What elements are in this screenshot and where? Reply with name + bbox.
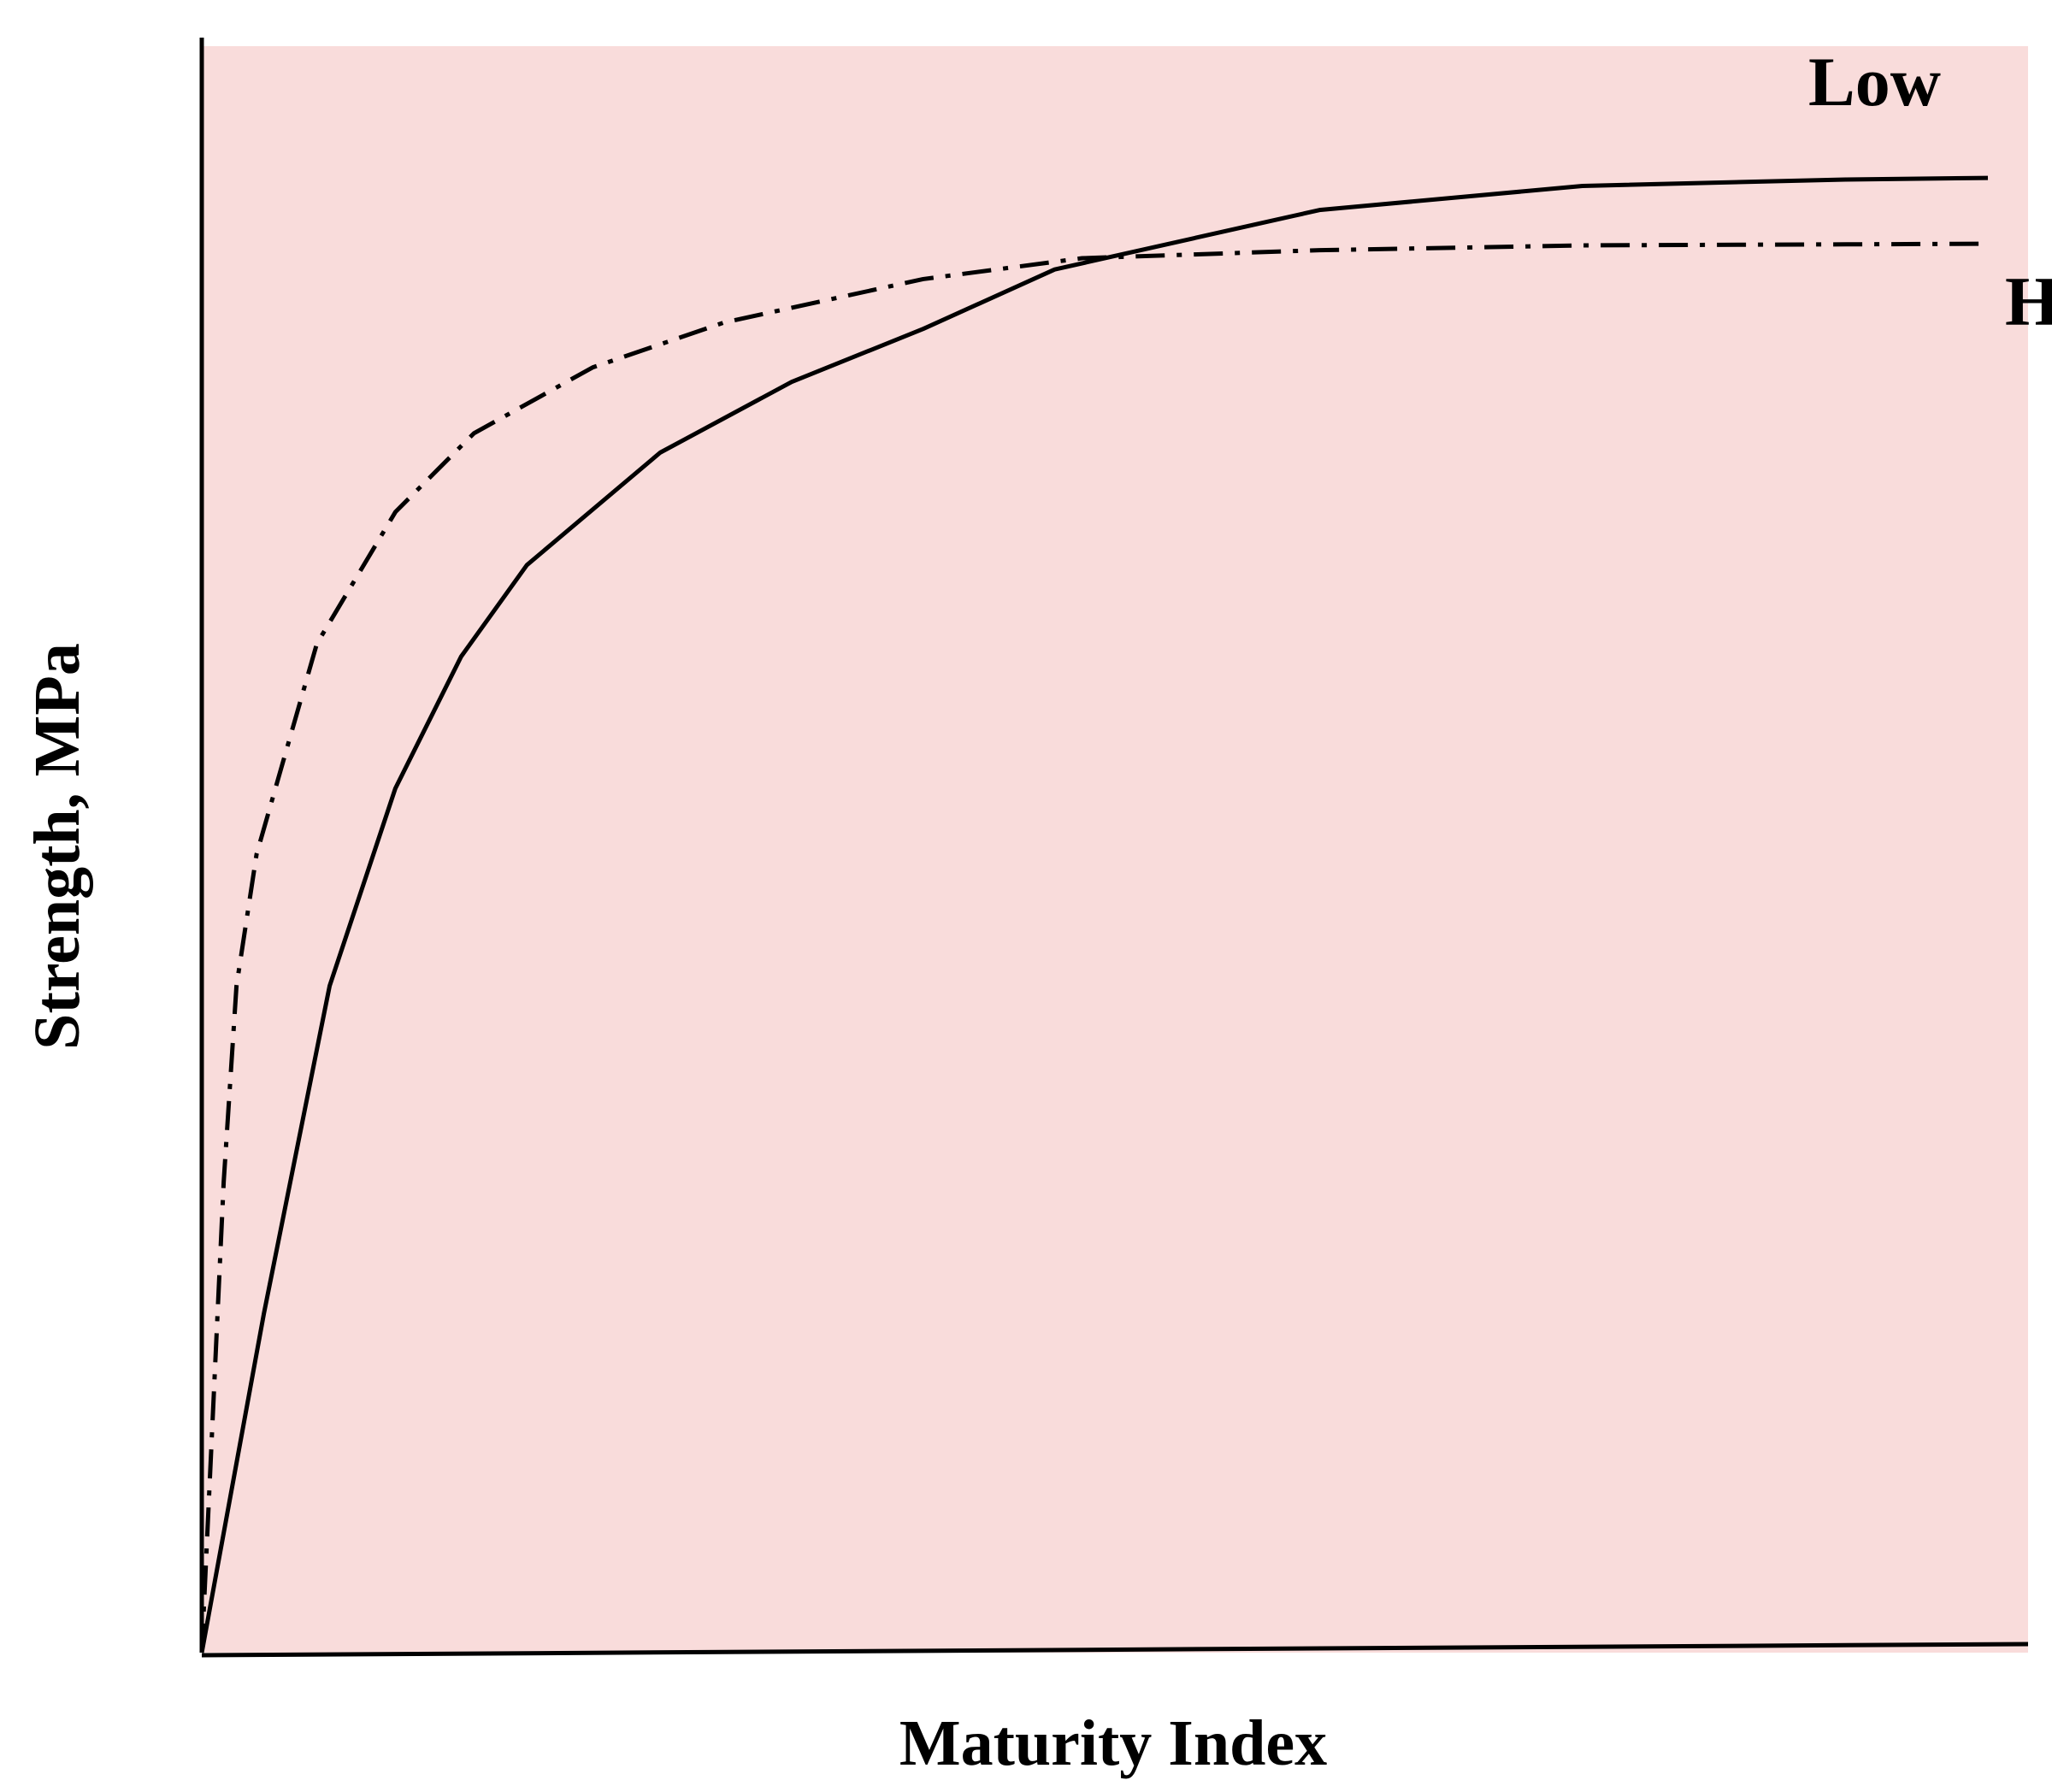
x-axis: [201, 1642, 2029, 1658]
x-axis-title: Maturity Index: [899, 1707, 1327, 1779]
series-label: High: [2005, 262, 2052, 340]
series-line: [199, 241, 1989, 1653]
plot-background: [202, 46, 2028, 1653]
y-axis-title: Strength, MPa: [21, 643, 93, 1050]
series-label: Low: [1808, 43, 1941, 121]
series-line: [199, 175, 1989, 1653]
